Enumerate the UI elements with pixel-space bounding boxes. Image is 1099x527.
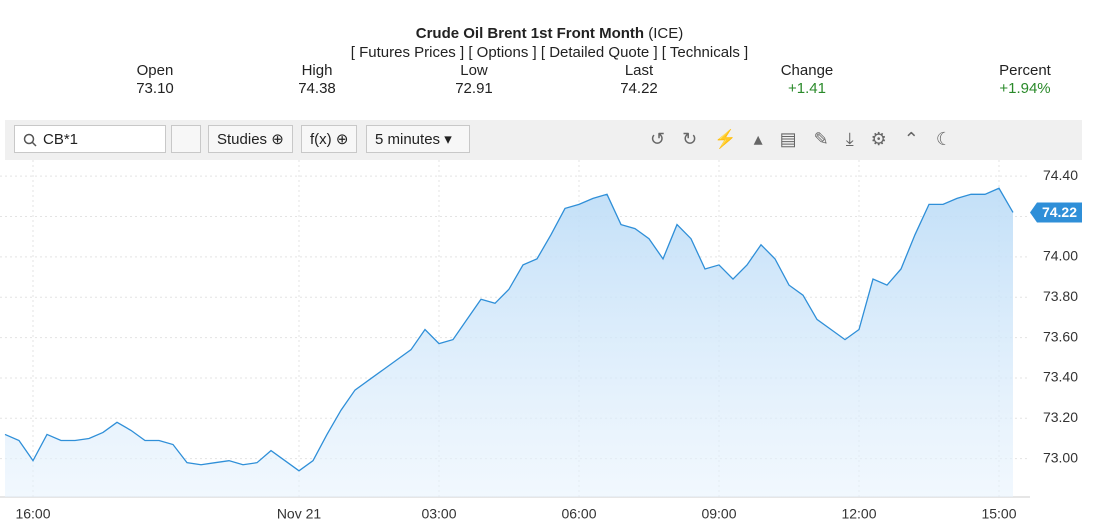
quote-label: Open <box>136 62 174 79</box>
quote-label: Last <box>624 62 654 79</box>
title: Crude Oil Brent 1st Front Month <box>415 25 645 42</box>
y-tick-label: 74.00 <box>1043 248 1078 264</box>
search-icon <box>23 133 37 147</box>
quote-value: 74.22 <box>620 80 658 97</box>
y-tick-label: 73.40 <box>1043 369 1078 385</box>
y-tick-label: 73.60 <box>1043 328 1078 344</box>
x-tick-label: Nov 21 <box>277 506 322 522</box>
quote-value: 74.38 <box>298 80 336 97</box>
symbol: CB*1 <box>43 131 79 148</box>
quote-value: +1.41 <box>788 80 826 97</box>
quote-item: Last 74.22 <box>569 62 709 98</box>
header: Crude Oil Brent 1st Front Month (ICE) [ … <box>0 24 1099 62</box>
toolbar: CB*1 Studies ⊕ f(x) ⊕ 5 minutes ▾ ↺↻⚡▴▤✎… <box>5 120 1082 160</box>
y-tick-label: 73.20 <box>1043 409 1078 425</box>
quote-value: 73.10 <box>136 80 174 97</box>
interval-button[interactable]: 5 minutes ▾ <box>366 125 470 153</box>
link[interactable]: [ Technicals ] <box>661 44 749 61</box>
quote-value: 72.91 <box>455 80 493 97</box>
quote-label: Low <box>460 62 488 79</box>
last-price-tag <box>1030 202 1082 223</box>
fx-button[interactable]: f(x) ⊕ <box>301 125 358 153</box>
quote-label: Change <box>780 62 834 79</box>
quote-label: Percent <box>999 62 1051 79</box>
link[interactable]: [ Detailed Quote ] <box>540 44 658 61</box>
exchange: (ICE) <box>648 25 684 42</box>
last-price-label: 74.22 <box>1042 204 1077 220</box>
quote-item: Open 73.10 <box>85 62 225 98</box>
quote-item: Low 72.91 <box>404 62 544 98</box>
y-tick-label: 73.00 <box>1043 449 1078 465</box>
fx: f(x) <box>310 131 332 148</box>
x-tick-label: 09:00 <box>701 506 736 522</box>
quote-item: High 74.38 <box>247 62 387 98</box>
studies-button[interactable]: Studies ⊕ <box>208 125 293 153</box>
x-tick-label: 12:00 <box>841 506 876 522</box>
area <box>5 188 1013 497</box>
quote-label: High <box>301 62 333 79</box>
y-tick-label: 74.40 <box>1043 167 1078 183</box>
toolbar-icons[interactable]: ↺↻⚡▴▤✎⤓⚙⌃☾ <box>650 129 970 149</box>
x-tick-label: 15:00 <box>981 506 1016 522</box>
studies: Studies <box>217 131 268 148</box>
compare-button[interactable] <box>171 125 201 153</box>
x-tick-label: 16:00 <box>15 506 50 522</box>
x-tick-label: 03:00 <box>421 506 456 522</box>
quote-value: +1.94% <box>999 80 1051 97</box>
y-tick-label: 73.80 <box>1043 288 1078 304</box>
interval: 5 minutes <box>375 131 441 148</box>
x-tick-label: 06:00 <box>561 506 596 522</box>
symbol-search[interactable]: CB*1 <box>14 125 166 153</box>
quote-item: Change +1.41 <box>737 62 877 98</box>
quote-item: Percent +1.94% <box>955 62 1095 98</box>
price-line <box>4 187 1014 472</box>
link[interactable]: [ Options ] <box>468 44 537 61</box>
chart: 73.0073.2073.4073.6073.8074.0074.2074.40… <box>0 160 1082 522</box>
link[interactable]: [ Futures Prices ] <box>350 44 465 61</box>
